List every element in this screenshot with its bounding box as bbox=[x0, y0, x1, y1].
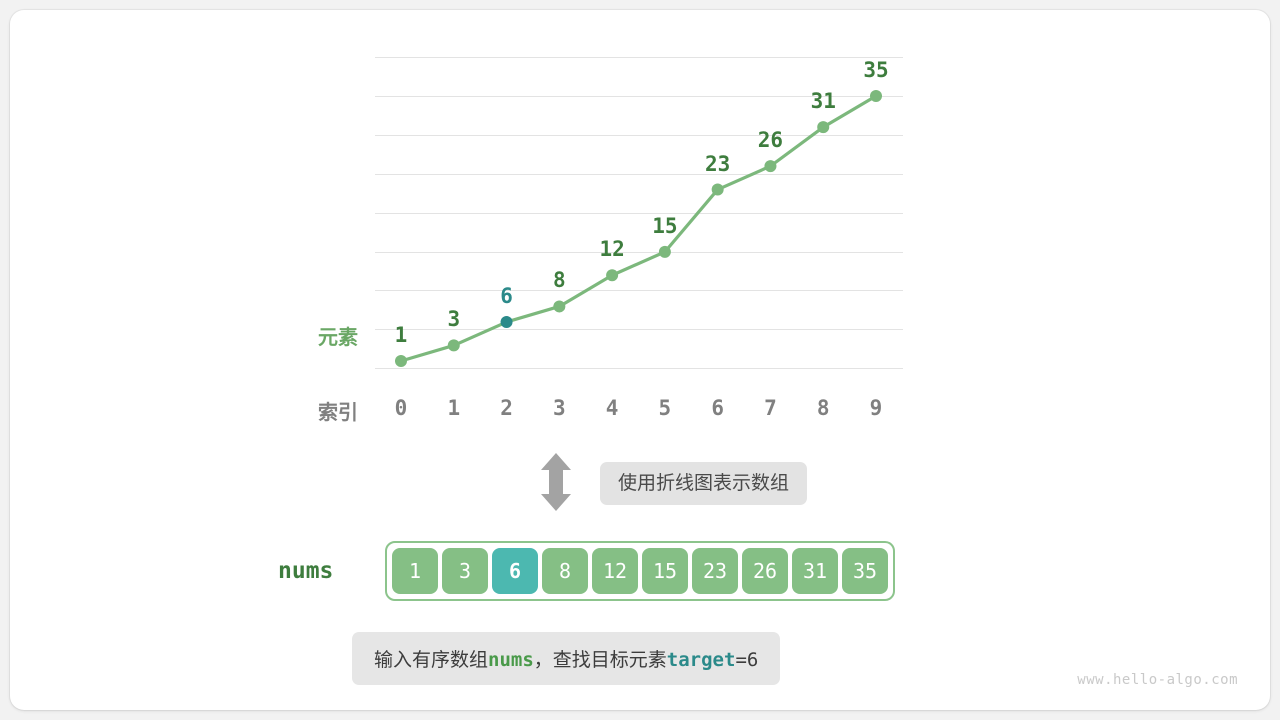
transform-note: 使用折线图表示数组 bbox=[600, 462, 808, 505]
x-tick-label: 0 bbox=[394, 396, 408, 420]
caption-value: 6 bbox=[746, 649, 759, 671]
figure-stage: 1 3 6 8 12 15 23 26 31 35 0 1 2 3 4 5 6 7 8 9 元素 索引 使用折线图表示… bbox=[10, 10, 1270, 710]
array-cell[interactable]: 1 bbox=[392, 548, 438, 594]
x-tick-label: 8 bbox=[816, 396, 830, 420]
array-cell[interactable]: 3 bbox=[442, 548, 488, 594]
x-tick-label: 5 bbox=[658, 396, 672, 420]
array-cell[interactable]: 8 bbox=[542, 548, 588, 594]
array-cell-highlighted[interactable]: 6 bbox=[492, 548, 538, 594]
x-tick-label: 1 bbox=[447, 396, 461, 420]
x-tick-label: 7 bbox=[764, 396, 777, 420]
array-container: 1 3 6 8 12 15 23 26 31 35 bbox=[385, 541, 895, 601]
x-tick-label: 3 bbox=[553, 396, 566, 420]
chart-point-label: 15 bbox=[652, 213, 678, 238]
chart-point bbox=[500, 316, 513, 329]
chart-point bbox=[870, 90, 882, 102]
chart-point bbox=[553, 300, 566, 313]
chart-point bbox=[764, 160, 777, 173]
chart-gridline bbox=[375, 329, 903, 331]
chart-point-label: 31 bbox=[810, 89, 836, 114]
array-cell[interactable]: 35 bbox=[842, 548, 888, 594]
chart-gridline bbox=[375, 368, 903, 370]
chart-gridline bbox=[375, 134, 903, 136]
figure-card: 1 3 6 8 12 15 23 26 31 35 0 1 2 3 4 5 6 7 8 9 元素 索引 使用折线图表示… bbox=[10, 10, 1270, 710]
chart-gridline bbox=[375, 290, 903, 292]
chart-point bbox=[817, 121, 830, 134]
caption-equals: = bbox=[735, 649, 747, 671]
chart-line bbox=[399, 94, 878, 363]
chart-point bbox=[606, 269, 619, 282]
chart-gridline bbox=[375, 173, 903, 175]
array-cell[interactable]: 31 bbox=[792, 548, 838, 594]
x-tick-label: 2 bbox=[500, 396, 513, 420]
chart-point-label: 6 bbox=[500, 284, 513, 309]
x-tick-label: 9 bbox=[869, 396, 883, 420]
caption-nums: nums bbox=[488, 649, 534, 671]
chart-point bbox=[447, 339, 460, 352]
chart-gridline bbox=[375, 95, 903, 97]
chart-plot bbox=[395, 90, 882, 367]
caption-part2: ，查找目标元素 bbox=[533, 649, 667, 671]
x-tick-label: 6 bbox=[711, 396, 724, 420]
chart-point bbox=[711, 183, 724, 196]
caption-part1: 输入有序数组 bbox=[374, 649, 489, 671]
chart-point-label: 23 bbox=[705, 151, 731, 176]
chart-point-label: 26 bbox=[757, 128, 784, 153]
array-cell[interactable]: 12 bbox=[592, 548, 638, 594]
chart-point bbox=[395, 355, 407, 367]
chart-point-label: 3 bbox=[447, 307, 461, 332]
watermark: www.hello-algo.com bbox=[1077, 672, 1238, 688]
double-vertical-arrow-icon bbox=[541, 453, 571, 511]
x-axis-label: 索引 bbox=[318, 400, 358, 424]
chart-point bbox=[658, 245, 671, 258]
chart-point-label: 8 bbox=[553, 268, 566, 293]
caption-target: target bbox=[666, 649, 736, 671]
x-tick-label: 4 bbox=[605, 396, 619, 420]
chart-point-label: 12 bbox=[599, 237, 625, 262]
array-name-label: nums bbox=[278, 558, 334, 584]
array-cell[interactable]: 23 bbox=[692, 548, 738, 594]
chart-gridline bbox=[375, 57, 903, 58]
chart-point-label: 1 bbox=[394, 323, 408, 347]
array-cell[interactable]: 15 bbox=[642, 548, 688, 594]
chart-point-label: 35 bbox=[863, 58, 889, 82]
caption-box: 输入有序数组 nums ，查找目标元素 target = 6 bbox=[352, 632, 781, 685]
chart-gridline bbox=[375, 212, 903, 214]
y-axis-label: 元素 bbox=[318, 325, 358, 349]
chart-gridline bbox=[375, 251, 903, 253]
array-cell[interactable]: 26 bbox=[742, 548, 788, 594]
